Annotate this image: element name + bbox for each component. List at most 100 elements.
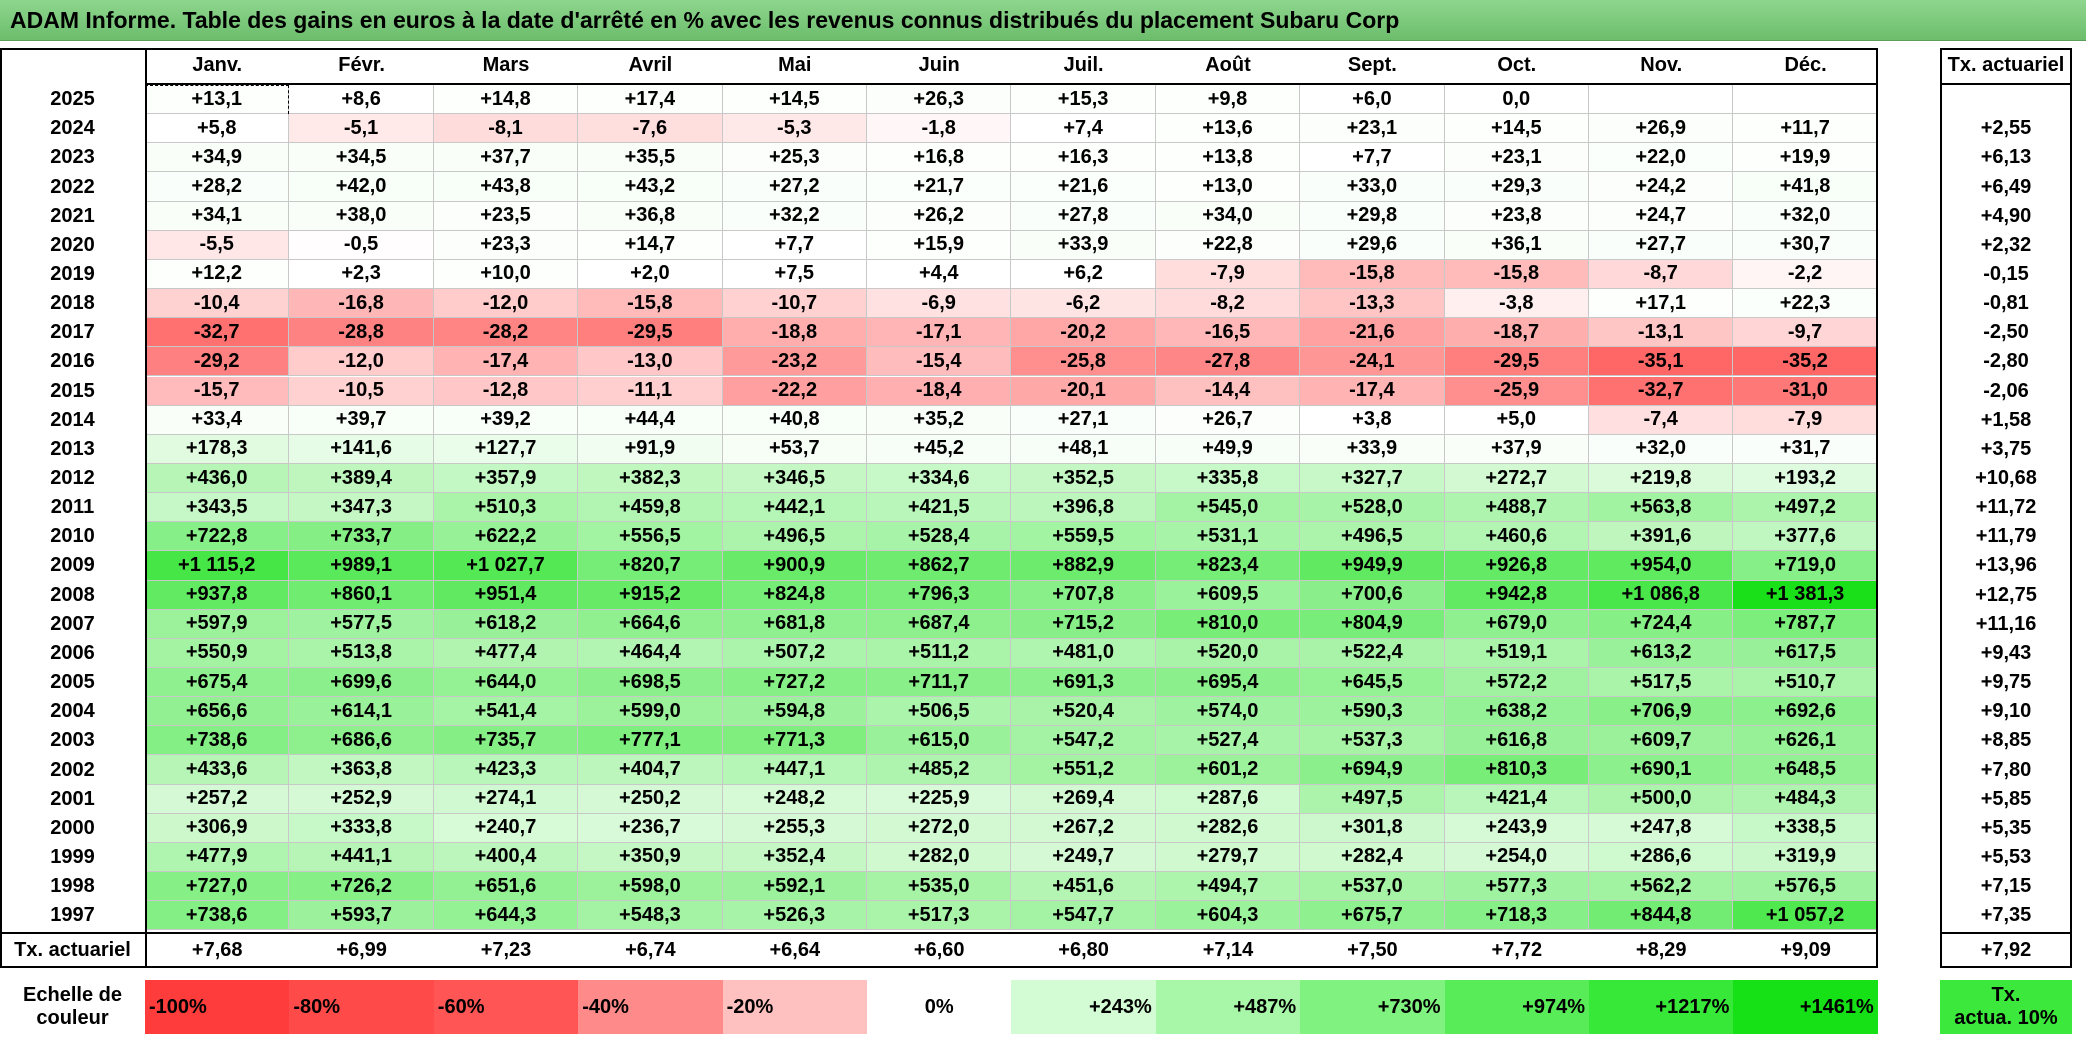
table-cell: +243,9 bbox=[1444, 813, 1589, 843]
table-cell: +40,8 bbox=[722, 405, 867, 435]
table-cell: +14,5 bbox=[1444, 114, 1589, 144]
table-cell: +30,7 bbox=[1733, 230, 1878, 260]
table-cell: +279,7 bbox=[1155, 842, 1301, 873]
table-cell: +989,1 bbox=[289, 551, 434, 581]
table-cell: -5,1 bbox=[289, 114, 434, 144]
table-cell: +513,8 bbox=[289, 638, 434, 668]
table-cell: -15,8 bbox=[578, 289, 723, 319]
table-cell: -25,9 bbox=[1444, 376, 1589, 406]
table-cell: +382,3 bbox=[578, 463, 723, 494]
totals-cell: +7,50 bbox=[1347, 938, 1398, 961]
report-title: ADAM Informe. Table des gains en euros à… bbox=[10, 7, 1400, 33]
table-cell: +617,5 bbox=[1733, 638, 1878, 668]
month-header: Juin bbox=[918, 54, 960, 76]
table-cell: +520,4 bbox=[1011, 697, 1156, 727]
table-cell: +616,8 bbox=[1444, 726, 1589, 756]
table-cell: +618,2 bbox=[433, 609, 579, 639]
table-cell: +44,4 bbox=[578, 405, 723, 435]
table-cell: +240,7 bbox=[433, 813, 579, 843]
table-cell: +343,5 bbox=[145, 493, 290, 523]
table-cell: +404,7 bbox=[578, 755, 723, 785]
totals-cell: +8,29 bbox=[1635, 938, 1687, 961]
table-cell: +497,5 bbox=[1300, 784, 1445, 814]
table-cell: +648,5 bbox=[1733, 755, 1878, 785]
table-cell: +594,8 bbox=[722, 697, 867, 727]
table-cell: +690,1 bbox=[1589, 755, 1734, 785]
table-cell: +926,8 bbox=[1444, 551, 1589, 581]
table-cell: +614,1 bbox=[289, 697, 434, 727]
table-cell: +26,3 bbox=[867, 85, 1012, 115]
totals-overall: +7,92 bbox=[1980, 938, 2032, 961]
table-cell: +24,7 bbox=[1589, 201, 1734, 231]
table-cell: +25,3 bbox=[722, 143, 867, 173]
scale-label-line1: Echelle de bbox=[23, 984, 122, 1006]
table-cell: +638,2 bbox=[1444, 697, 1589, 727]
rate-header: Tx. actuariel bbox=[1947, 54, 2065, 76]
table-cell: +32,0 bbox=[1733, 201, 1878, 231]
table-cell: +810,3 bbox=[1444, 755, 1589, 785]
table-cell: +548,3 bbox=[578, 901, 723, 931]
table-cell: +33,9 bbox=[1300, 434, 1445, 464]
table-cell: +27,8 bbox=[1011, 201, 1156, 231]
table-cell: +7,7 bbox=[1300, 143, 1445, 173]
table-cell: +692,6 bbox=[1733, 697, 1878, 727]
table-cell: -7,6 bbox=[578, 114, 723, 144]
table-cell: +421,4 bbox=[1444, 784, 1589, 814]
totals-cell: +7,14 bbox=[1202, 938, 1254, 961]
table-cell: +2,3 bbox=[289, 259, 434, 290]
table-cell: +574,0 bbox=[1155, 697, 1301, 727]
rate-cell: -0,15 bbox=[1983, 262, 2029, 285]
table-cell: +511,2 bbox=[867, 638, 1012, 668]
table-cell: +178,3 bbox=[145, 434, 290, 464]
table-cell: +556,5 bbox=[578, 522, 723, 552]
table-cell: +598,0 bbox=[578, 872, 723, 902]
rate-cell: +11,72 bbox=[1975, 496, 2037, 519]
table-cell: +391,6 bbox=[1589, 522, 1734, 552]
table-cell: -17,4 bbox=[433, 347, 579, 377]
table-cell: +733,7 bbox=[289, 522, 434, 552]
table-cell: +43,2 bbox=[578, 172, 723, 202]
table-cell: +593,7 bbox=[289, 901, 434, 931]
table-cell: -27,8 bbox=[1155, 347, 1301, 377]
table-cell: +517,3 bbox=[867, 901, 1012, 931]
table-cell: +41,8 bbox=[1733, 172, 1878, 202]
table-cell: +719,0 bbox=[1733, 551, 1878, 581]
table-cell: -11,1 bbox=[578, 376, 723, 406]
table-cell: +559,5 bbox=[1011, 522, 1156, 552]
table-cell: +252,9 bbox=[289, 784, 434, 814]
year-label: 2025 bbox=[50, 88, 95, 111]
rate-cell: -2,50 bbox=[1983, 321, 2029, 344]
table-cell: +804,9 bbox=[1300, 609, 1445, 639]
table-cell: +477,4 bbox=[433, 638, 579, 668]
scale-swatch: +487% bbox=[1155, 980, 1301, 1034]
table-cell: +7,7 bbox=[722, 230, 867, 260]
table-cell: +433,6 bbox=[145, 755, 290, 785]
table-cell: +644,3 bbox=[433, 901, 579, 931]
table-cell: +35,2 bbox=[867, 405, 1012, 435]
table-cell bbox=[1589, 85, 1734, 115]
rate-cell: +9,43 bbox=[1980, 641, 2032, 664]
table-cell: +335,8 bbox=[1155, 463, 1301, 494]
year-label: 2011 bbox=[50, 496, 95, 519]
rate-cell: +5,85 bbox=[1980, 787, 2032, 810]
scale-swatch: +1217% bbox=[1589, 980, 1734, 1034]
table-cell: +459,8 bbox=[578, 493, 723, 523]
table-cell: -3,8 bbox=[1444, 289, 1589, 319]
table-cell: -20,2 bbox=[1011, 318, 1156, 348]
table-cell: +91,9 bbox=[578, 434, 723, 464]
table-cell: +34,1 bbox=[145, 201, 290, 231]
table-cell: -22,2 bbox=[722, 376, 867, 406]
table-cell: +882,9 bbox=[1011, 551, 1156, 581]
rate-cell: +5,53 bbox=[1980, 845, 2032, 868]
table-cell: +711,7 bbox=[867, 668, 1012, 698]
table-cell: +38,0 bbox=[289, 201, 434, 231]
totals-cell: +7,72 bbox=[1491, 938, 1543, 961]
year-label: 2024 bbox=[50, 117, 95, 140]
table-cell: +43,8 bbox=[433, 172, 579, 202]
table-cell: +477,9 bbox=[145, 842, 290, 873]
table-cell: +613,2 bbox=[1589, 638, 1734, 668]
table-cell: -10,7 bbox=[722, 289, 867, 319]
year-label: 2017 bbox=[50, 321, 95, 344]
table-cell: +494,7 bbox=[1155, 872, 1301, 902]
table-cell: +14,5 bbox=[722, 85, 867, 115]
